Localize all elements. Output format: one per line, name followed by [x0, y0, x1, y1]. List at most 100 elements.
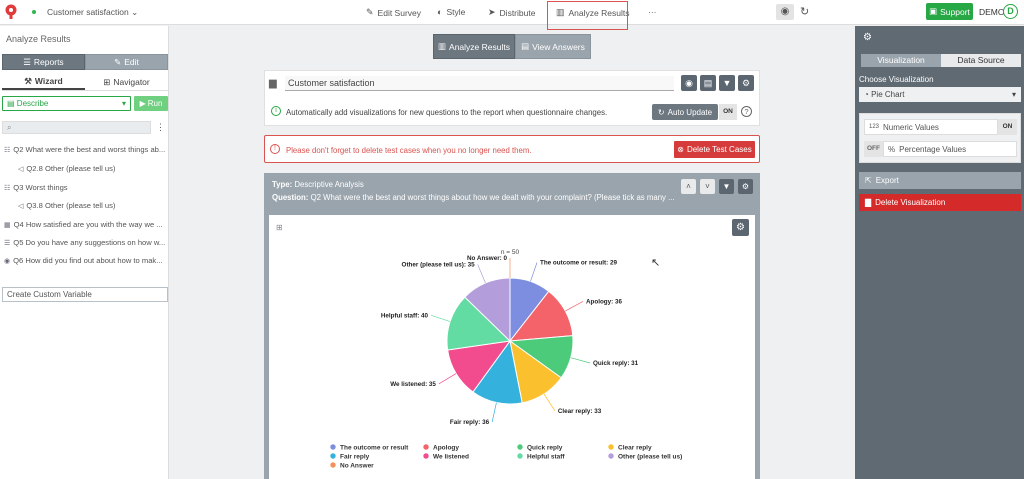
chart-settings-gear-icon[interactable]: ⚙: [732, 219, 749, 236]
chat-icon: ▣: [929, 6, 938, 16]
reports-button[interactable]: ☰ Reports: [2, 54, 85, 70]
preview-icon[interactable]: ◉: [681, 75, 697, 91]
pie-slice[interactable]: [464, 277, 511, 343]
filter-icon[interactable]: ▼: [719, 75, 735, 91]
sync-icon[interactable]: ↻: [800, 6, 810, 18]
slice-leader-line: [477, 264, 486, 284]
auto-update-toggle[interactable]: ON: [719, 104, 737, 120]
search-input[interactable]: ⌕: [2, 121, 151, 134]
tab-wizard[interactable]: ⚒ Wizard: [2, 74, 85, 90]
analyze-results-button[interactable]: ▥ Analyze Results: [433, 34, 515, 59]
nav-edit-survey[interactable]: ✎ Edit Survey: [366, 7, 422, 18]
export-button[interactable]: ⇱ Export: [859, 172, 1021, 189]
legend-entry[interactable]: Other (please tell us): [618, 453, 682, 460]
move-up-icon[interactable]: ˄: [681, 179, 696, 194]
question-item[interactable]: ◁ Q3.8 Other (please tell us): [18, 201, 116, 210]
report-name-input[interactable]: Customer satisfaction: [285, 76, 674, 91]
caret-down-icon: ▾: [121, 99, 126, 108]
sitemap-icon: ⊞: [103, 76, 111, 87]
question-item[interactable]: ☰ Q5 Do you have any suggestions on how w…: [4, 238, 166, 247]
avatar[interactable]: D: [1003, 4, 1018, 19]
auto-update-info: Automatically add visualizations for new…: [286, 108, 608, 117]
chart-area: n = 50 The outcome or result: 29 Apology: …: [269, 215, 755, 479]
slice-leader-line: [565, 301, 584, 312]
nav-distribute[interactable]: ➤ Distribute: [488, 7, 536, 18]
legend-entry[interactable]: Clear reply: [618, 444, 652, 451]
slice-leader-line: [530, 262, 538, 282]
checkbox-list-icon: ☷: [4, 184, 11, 192]
tab-data-source[interactable]: Data Source: [941, 54, 1021, 67]
question-item[interactable]: ☷ Q3 Worst things: [4, 183, 68, 192]
legend-entry[interactable]: We listened: [433, 453, 469, 460]
question-item[interactable]: ◉ Q6 How did you find out about how to ma…: [4, 256, 163, 265]
run-button[interactable]: ▶ Run: [134, 96, 168, 111]
app-logo-icon[interactable]: [4, 4, 18, 20]
slice-label: Helpful staff: 40: [381, 312, 429, 319]
pie-slice[interactable]: [446, 296, 512, 351]
cursor-icon: ↖: [651, 257, 661, 269]
legend-entry[interactable]: The outcome or result: [340, 444, 409, 451]
delete-visualization-button[interactable]: ▇ Delete Visualization: [859, 194, 1021, 211]
numeric-values-toggle[interactable]: ON: [998, 119, 1017, 135]
gear-icon[interactable]: ⚙: [738, 75, 754, 91]
status-dot: [32, 10, 36, 14]
legend-entry[interactable]: Helpful staff: [527, 453, 565, 460]
question-item[interactable]: ▦ Q4 How satisfied are you with the way w…: [4, 220, 163, 229]
slice-label: Apology: 36: [586, 298, 623, 305]
tab-visualization[interactable]: Visualization: [861, 54, 941, 67]
nav-analyze-results[interactable]: ▥ Analyze Results: [556, 7, 630, 18]
question-item[interactable]: ☷ Q2 What were the best and worst things …: [4, 145, 166, 154]
percent-icon: %: [888, 144, 896, 154]
speaker-icon: ◁: [18, 165, 24, 173]
filter-icon[interactable]: ▼: [719, 179, 734, 194]
question-value: Q2 What were the best and worst things a…: [310, 193, 675, 202]
pencil-icon: ✎: [114, 56, 122, 67]
play-icon: ▶: [139, 99, 146, 108]
legend-entry[interactable]: Apology: [433, 444, 459, 451]
legend-entry[interactable]: Quick reply: [527, 444, 563, 451]
highlight-box: [547, 1, 628, 30]
analyze-view-toggle: ▥ Analyze Results ▤ View Answers: [433, 34, 591, 59]
move-down-icon[interactable]: ˅: [700, 179, 715, 194]
legend-swatch: [330, 462, 336, 468]
chart-type-select[interactable]: ◔ Pie Chart ▾: [859, 87, 1021, 102]
help-icon[interactable]: ?: [741, 106, 752, 117]
nav-more[interactable]: ···: [648, 7, 657, 17]
more-options-icon[interactable]: ⋮: [156, 122, 165, 132]
legend-entry[interactable]: Fair reply: [340, 453, 370, 460]
pdf-export-icon[interactable]: ▤: [700, 75, 716, 91]
slice-leader-line: [438, 373, 457, 385]
warning-text: Please don't forget to delete test cases…: [286, 146, 532, 155]
edit-button[interactable]: ✎ Edit: [85, 54, 168, 70]
legend-swatch: [330, 444, 336, 450]
create-custom-variable-input[interactable]: Create Custom Variable: [2, 287, 168, 302]
survey-selector[interactable]: Customer satisfaction ⌄: [47, 7, 139, 17]
legend-swatch: [423, 453, 429, 459]
tab-navigator[interactable]: ⊞ Navigator: [103, 76, 150, 88]
choose-visualization-label: Choose Visualization: [859, 75, 934, 84]
search-icon: ⌕: [7, 123, 12, 132]
nav-style[interactable]: ◐ Style: [437, 7, 466, 17]
gear-icon[interactable]: ⚙: [738, 179, 753, 194]
legend-swatch: [330, 453, 336, 459]
checkbox-list-icon: ☷: [4, 146, 11, 154]
document-icon: ▆: [269, 78, 277, 89]
preview-eye-icon[interactable]: ◉: [776, 4, 794, 20]
delete-test-cases-button[interactable]: ⊗ Delete Test Cases: [674, 141, 755, 158]
auto-update-button[interactable]: ↻ Auto Update: [652, 104, 718, 120]
top-bar: Customer satisfaction ⌄ ✎ Edit Survey ◐ St…: [0, 0, 1024, 25]
slice-label: We listened: 35: [390, 381, 436, 388]
gear-icon: ⚙: [863, 32, 872, 43]
pencil-icon: ✎: [366, 7, 374, 17]
warning-icon: !: [270, 144, 280, 154]
list-icon: ▤: [521, 41, 530, 51]
describe-select[interactable]: ▤ Describe ▾: [2, 96, 131, 111]
percentage-values-toggle[interactable]: OFF: [864, 141, 883, 157]
legend-entry[interactable]: No Answer: [340, 462, 374, 469]
slice-label: Clear reply: 33: [558, 408, 602, 415]
numeric-values-row: 123 Numeric Values ON: [864, 119, 1017, 135]
support-button[interactable]: ▣ Support: [926, 3, 973, 20]
info-icon: i: [271, 106, 281, 116]
question-item[interactable]: ◁ Q2.8 Other (please tell us): [18, 164, 116, 173]
view-answers-button[interactable]: ▤ View Answers: [515, 34, 591, 59]
